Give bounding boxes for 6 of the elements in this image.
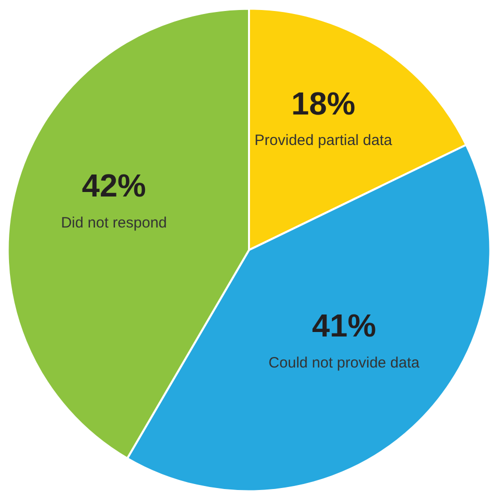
data-label: 41%	[312, 307, 376, 344]
slice-label: Provided partial data	[254, 132, 393, 150]
slice-label: Could not provide data	[268, 354, 420, 372]
slice-label: Did not respond	[60, 214, 167, 232]
data-label: 42%	[82, 168, 146, 204]
data-label: 18%	[291, 85, 356, 122]
